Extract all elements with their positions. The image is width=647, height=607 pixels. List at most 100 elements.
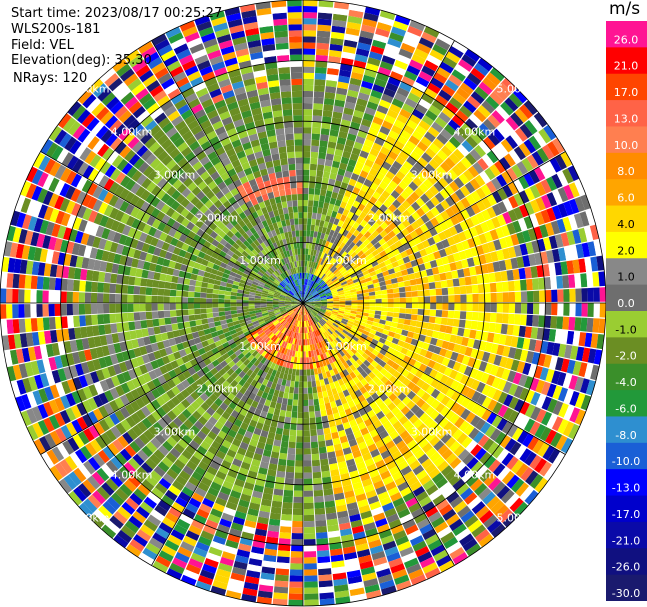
velocity-gate [404,185,414,196]
velocity-gate [505,135,519,149]
velocity-gate [215,406,225,416]
velocity-gate [528,339,537,352]
velocity-gate [413,161,425,172]
velocity-gate [113,363,122,375]
velocity-gate [253,359,261,367]
velocity-gate [328,203,335,211]
velocity-gate [367,57,381,67]
velocity-gate [322,482,333,490]
velocity-gate [369,168,379,177]
velocity-gate [445,377,455,388]
velocity-gate [380,470,392,480]
velocity-gate [181,379,191,389]
velocity-gate [331,387,338,396]
velocity-gate [321,359,327,367]
velocity-gate [419,412,430,423]
velocity-gate [326,73,339,82]
velocity-gate [84,373,94,386]
velocity-gate [359,386,368,395]
velocity-gate [267,530,279,539]
velocity-gate [435,477,448,489]
velocity-gate [410,191,420,202]
velocity-gate [42,276,50,290]
velocity-gate [122,371,132,382]
velocity-gate [329,382,336,390]
velocity-gate [316,164,325,172]
velocity-gate [262,287,269,292]
velocity-gate [362,309,370,314]
velocity-gate [175,296,182,303]
velocity-gate [303,466,312,473]
velocity-gate [408,59,424,71]
velocity-gate [36,317,44,331]
velocity-gate [339,303,346,306]
velocity-gate [279,359,285,367]
velocity-gate [267,524,280,533]
velocity-gate [335,373,342,381]
velocity-gate [329,463,339,471]
velocity-gate [407,529,422,541]
velocity-gate [175,303,182,310]
velocity-gate [262,378,269,387]
velocity-gate [333,486,344,495]
velocity-gate [310,312,315,318]
velocity-gate [146,319,154,328]
velocity-gate [401,76,415,87]
velocity-gate [65,422,78,437]
velocity-gate [318,289,324,294]
velocity-gate [400,513,414,525]
velocity-gate [371,506,384,516]
velocity-gate [503,394,514,407]
velocity-gate [295,332,299,339]
velocity-gate [228,578,244,588]
velocity-gate [320,273,326,280]
velocity-gate [424,567,441,580]
velocity-gate [371,474,382,484]
velocity-gate [225,286,232,292]
velocity-gate [533,132,547,147]
velocity-gate [304,557,317,564]
velocity-gate [348,241,356,249]
velocity-gate [104,272,112,283]
velocity-gate [98,392,109,405]
velocity-gate [422,178,434,189]
velocity-gate [322,325,328,332]
velocity-gate [88,210,98,223]
velocity-gate [227,339,235,346]
velocity-gate [32,422,44,438]
velocity-gate [550,220,561,235]
velocity-gate [375,517,388,528]
velocity-gate [348,317,355,323]
velocity-gate [137,259,145,269]
velocity-gate [378,166,389,176]
velocity-gate [295,307,300,314]
velocity-gate [212,476,225,486]
velocity-gate [242,381,251,390]
velocity-gate [378,323,385,329]
velocity-gate [246,569,261,579]
velocity-gate [303,187,309,195]
velocity-gate [363,138,374,148]
velocity-gate [352,481,363,491]
velocity-gate [303,308,305,316]
velocity-gate [171,501,185,513]
velocity-gate [584,332,593,348]
velocity-gate [335,262,342,269]
velocity-gate [420,270,428,278]
velocity-gate [203,253,212,262]
velocity-gate [459,311,467,320]
velocity-gate [452,252,461,262]
velocity-gate [54,238,63,252]
velocity-gate [323,275,329,282]
velocity-gate [425,484,439,496]
velocity-gate [144,253,153,263]
velocity-gate [393,266,401,273]
velocity-gate [212,580,228,590]
velocity-gate [425,109,438,122]
velocity-gate [226,376,235,385]
velocity-gate [90,303,98,315]
velocity-gate [276,358,282,366]
velocity-gate [331,324,338,330]
velocity-gate [338,227,346,235]
velocity-gate [475,330,483,341]
